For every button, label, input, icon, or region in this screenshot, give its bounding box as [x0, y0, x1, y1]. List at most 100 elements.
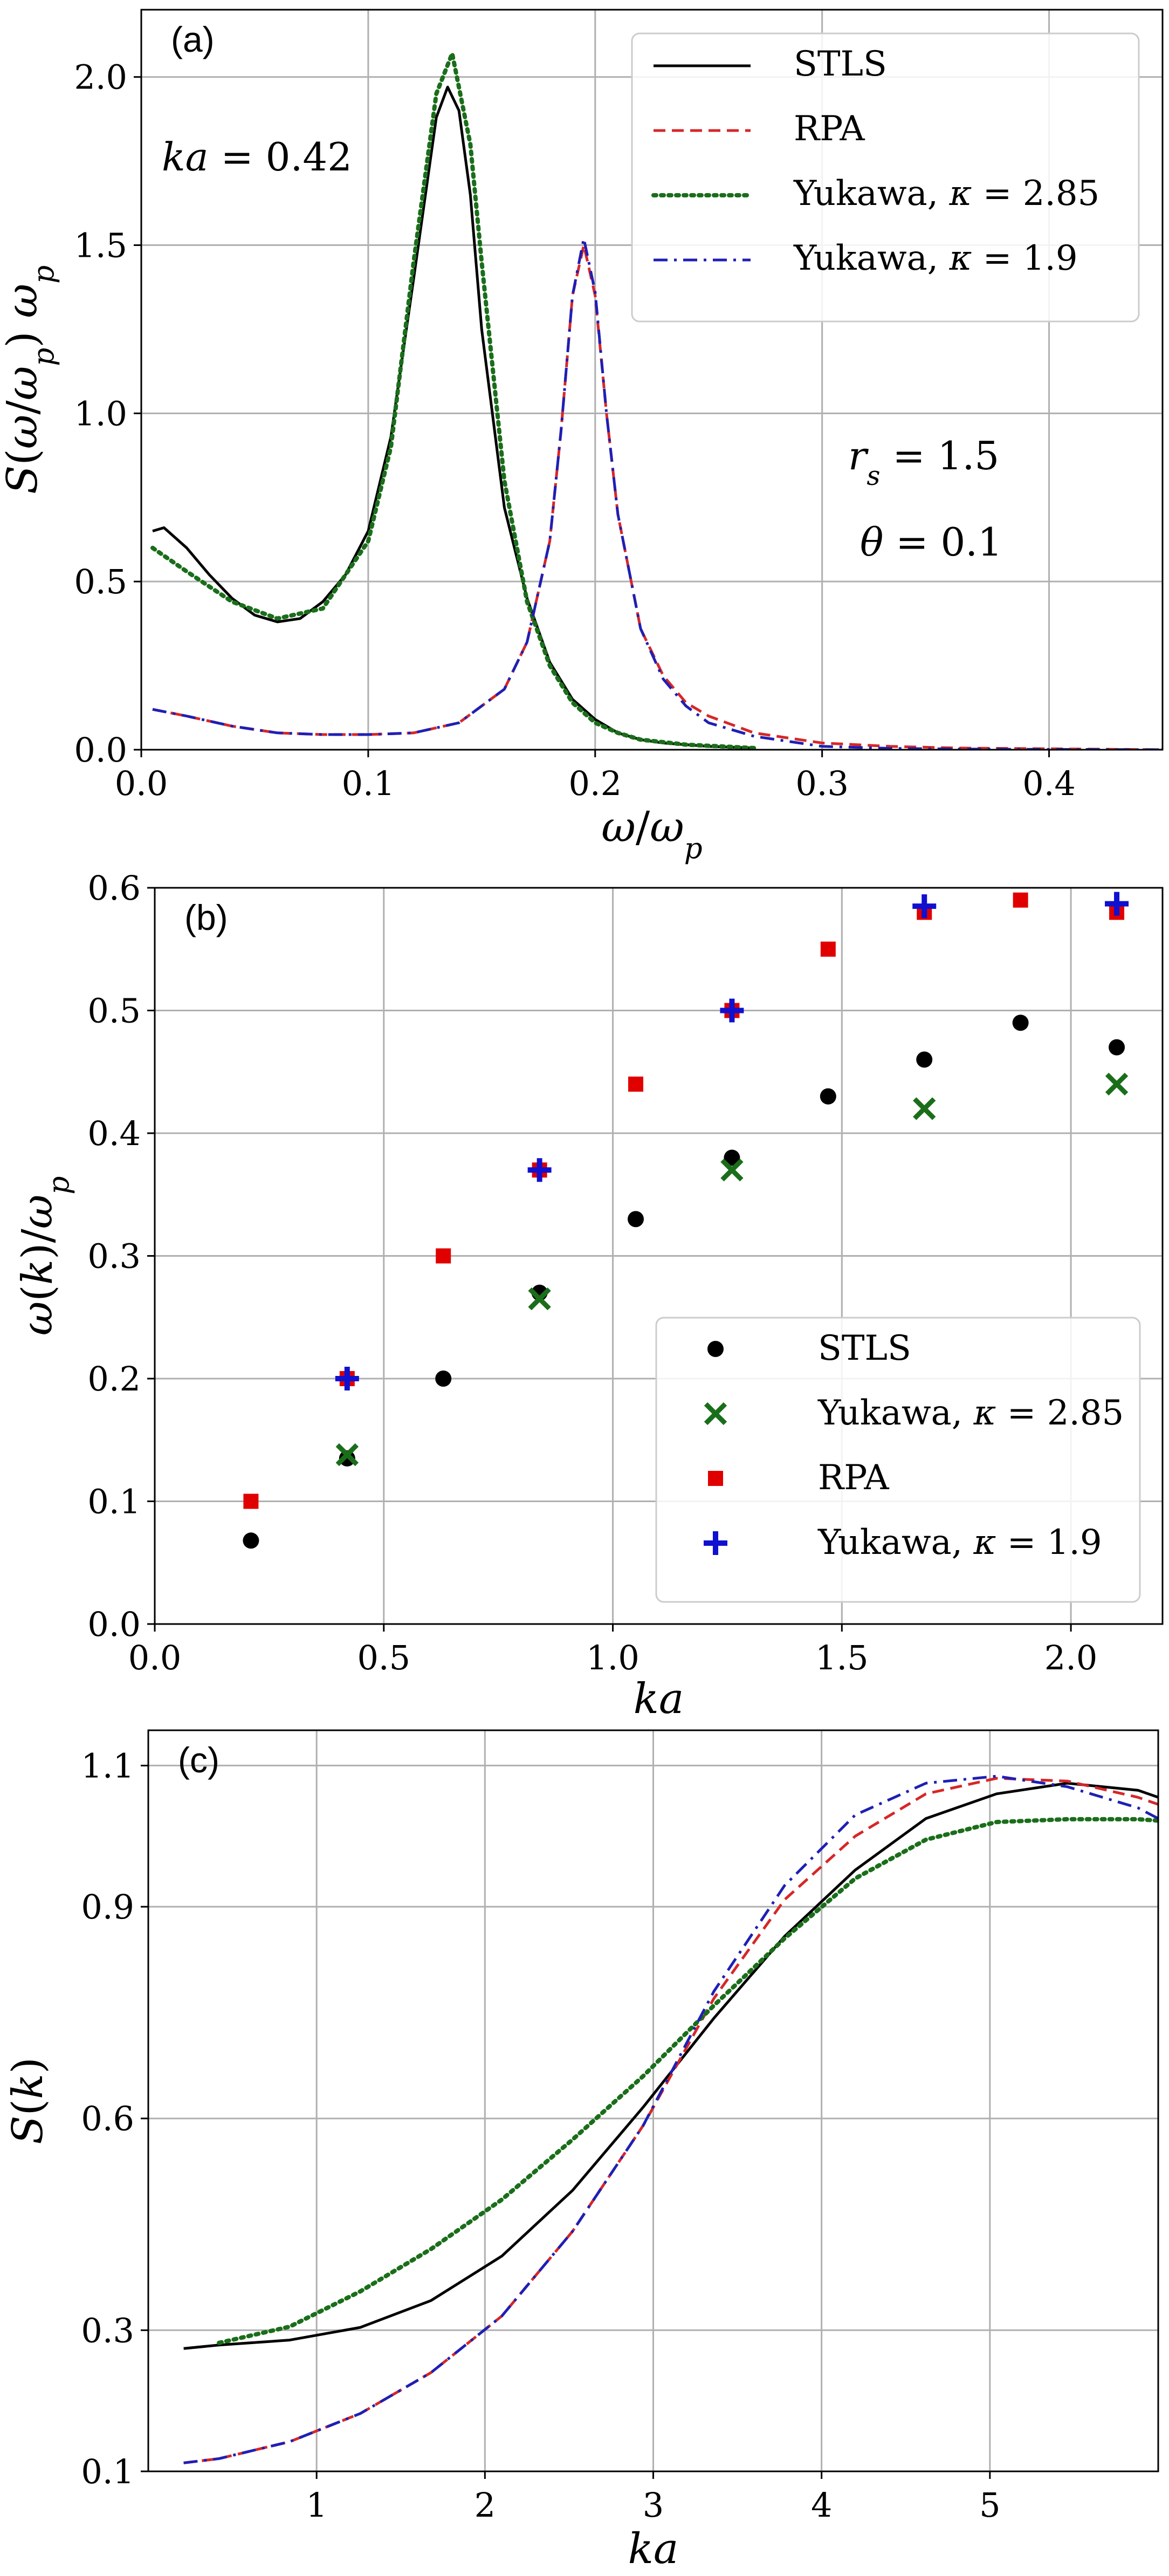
legend: STLS RPA Yukawa, κ = 2.85 Yukawa, κ = 1.9 [631, 32, 1140, 323]
y-tick-label: 0.3 [87, 1237, 141, 1276]
y-tick-label: 0.3 [81, 2311, 134, 2350]
legend-frame [655, 1317, 1141, 1603]
series-yukawa-1-9-point [720, 998, 744, 1023]
plot-area [150, 51, 1163, 750]
x-tick-label: 0.3 [795, 764, 849, 803]
series-yukawa-2-85-point [335, 1443, 359, 1467]
panel-label: (a) [171, 19, 215, 59]
x-tick-label: 4 [811, 2485, 832, 2525]
y-tick-label: 0.5 [74, 562, 127, 601]
legend-handle [707, 1341, 724, 1357]
y-axis-label: S(ω/ωp) ωp [0, 265, 60, 494]
x-axis-label: ka [634, 1675, 684, 1723]
y-tick-label: 0.6 [81, 2099, 134, 2139]
series-yukawa-2-85-point [913, 1097, 936, 1120]
y-tick-label: 0.4 [87, 1114, 141, 1153]
series-stls-point [339, 1450, 355, 1467]
y-tick-label: 0.2 [87, 1359, 141, 1399]
series-yukawa-1-9-point [527, 1158, 552, 1182]
x-tick-label: 0.1 [342, 764, 395, 803]
y-tick-label: 2.0 [74, 58, 127, 97]
x-axis-label: ω/ωp [601, 803, 702, 865]
x-tick-label: 0.5 [357, 1638, 410, 1677]
y-tick-label: 0.1 [87, 1482, 141, 1522]
series-yukawa-2-85-point [528, 1287, 551, 1311]
x-tick-label: 0.2 [568, 764, 622, 803]
legend: STLS Yukawa, κ = 2.85 RPA Yukawa, κ = 1.9 [655, 1317, 1141, 1603]
series-rpa-point [820, 941, 836, 957]
series-yukawa-2-85-point [720, 1159, 744, 1182]
plot-area [183, 1775, 1158, 2464]
y-axis-label: S(k) [4, 2057, 52, 2145]
series-stls-point [820, 1088, 836, 1105]
series-stls-point [628, 1211, 644, 1228]
legend-label: Yukawa, κ = 2.85 [817, 1393, 1124, 1433]
series-stls-line [183, 1782, 1158, 2350]
series-yukawa-1-9-point [1105, 892, 1129, 916]
series-stls-point [1012, 1015, 1029, 1031]
annotation-ka: ka = 0.42 [162, 134, 352, 180]
series-yukawa-1-9-line [152, 237, 1163, 750]
legend-frame [631, 32, 1140, 323]
series-yukawa-1-9-point [912, 894, 937, 919]
legend-label: Yukawa, κ = 1.9 [793, 238, 1078, 278]
legend-label: Yukawa, κ = 1.9 [817, 1523, 1102, 1563]
axes-frame [154, 887, 1164, 1625]
legend-handle [704, 1531, 727, 1555]
legend-label: RPA [794, 109, 865, 149]
x-tick-label: 0.0 [128, 1638, 182, 1677]
x-tick-label: 5 [979, 2485, 1000, 2525]
panel-label: (b) [184, 898, 228, 937]
x-tick-label: 1 [306, 2485, 327, 2525]
series-rpa-line [183, 1777, 1158, 2464]
x-tick-label: 0.4 [1022, 764, 1076, 803]
x-tick-label: 1.5 [815, 1638, 869, 1677]
axes-frame [147, 1729, 1159, 2472]
annotation-rs: rs = 1.5 [848, 433, 999, 491]
x-tick-label: 2 [475, 2485, 496, 2525]
y-tick-label: 1.5 [74, 226, 127, 265]
y-tick-label: 0.9 [81, 1887, 134, 1927]
y-tick-label: 0.6 [87, 868, 141, 908]
legend-label: RPA [818, 1458, 889, 1498]
series-rpa-point [628, 1077, 644, 1092]
x-tick-label: 3 [643, 2485, 664, 2525]
series-stls-point [1109, 1039, 1125, 1056]
y-tick-label: 1.1 [81, 1746, 134, 1785]
annotation-theta: θ = 0.1 [860, 519, 1002, 565]
series-yukawa-2-85-line [150, 51, 757, 750]
y-tick-label: 0.0 [87, 1605, 141, 1644]
series-yukawa-1-9-point [335, 1367, 359, 1390]
axes-frame [140, 9, 1164, 751]
series-yukawa-2-85-point [1105, 1072, 1129, 1096]
y-axis-label: ω(k)/ωp [13, 1176, 75, 1336]
plot-area [243, 892, 1129, 1549]
y-tick-label: 1.0 [74, 394, 127, 433]
series-yukawa-1-9-line [183, 1775, 1158, 2464]
legend-label: STLS [818, 1328, 911, 1368]
series-yukawa-2-85-line [217, 1817, 1158, 2345]
legend-handle [708, 1471, 723, 1486]
panel-label: (c) [178, 1740, 219, 1780]
chart-panel-b: 0.0 0.5 1.0 1.5 2.0 0.0 0.1 0.2 0.3 0.4 0.5 0.6 (b) k… [13, 868, 1164, 1723]
series-stls-point [243, 1532, 259, 1549]
chart-panel-c: 1 2 3 4 5 0.1 0.3 0.6 0.9 1.1 (c) ka S(k) [4, 1729, 1159, 2573]
y-tick-label: 0.0 [74, 730, 127, 770]
legend-handle [704, 1402, 727, 1426]
legend-label: Yukawa, κ = 2.85 [793, 174, 1099, 214]
y-tick-label: 0.5 [87, 991, 141, 1031]
x-tick-label: 0.0 [115, 764, 168, 803]
x-axis-label: ka [628, 2525, 679, 2573]
x-tick-label: 1.0 [586, 1638, 639, 1677]
series-stls-point [435, 1371, 452, 1387]
series-rpa-point [436, 1248, 451, 1264]
x-tick-label: 2.0 [1044, 1638, 1098, 1677]
legend-label: STLS [794, 44, 887, 84]
series-rpa-point [243, 1493, 259, 1509]
series-rpa-point [1013, 892, 1028, 908]
series-stls-point [916, 1051, 933, 1068]
chart-panel-a: 0.0 0.1 0.2 0.3 0.4 0.0 0.5 1.0 1.5 2.0 (a) ω/ωp S(ω… [0, 9, 1164, 865]
series-stls-point [724, 1149, 740, 1166]
y-tick-label: 0.1 [81, 2452, 134, 2491]
